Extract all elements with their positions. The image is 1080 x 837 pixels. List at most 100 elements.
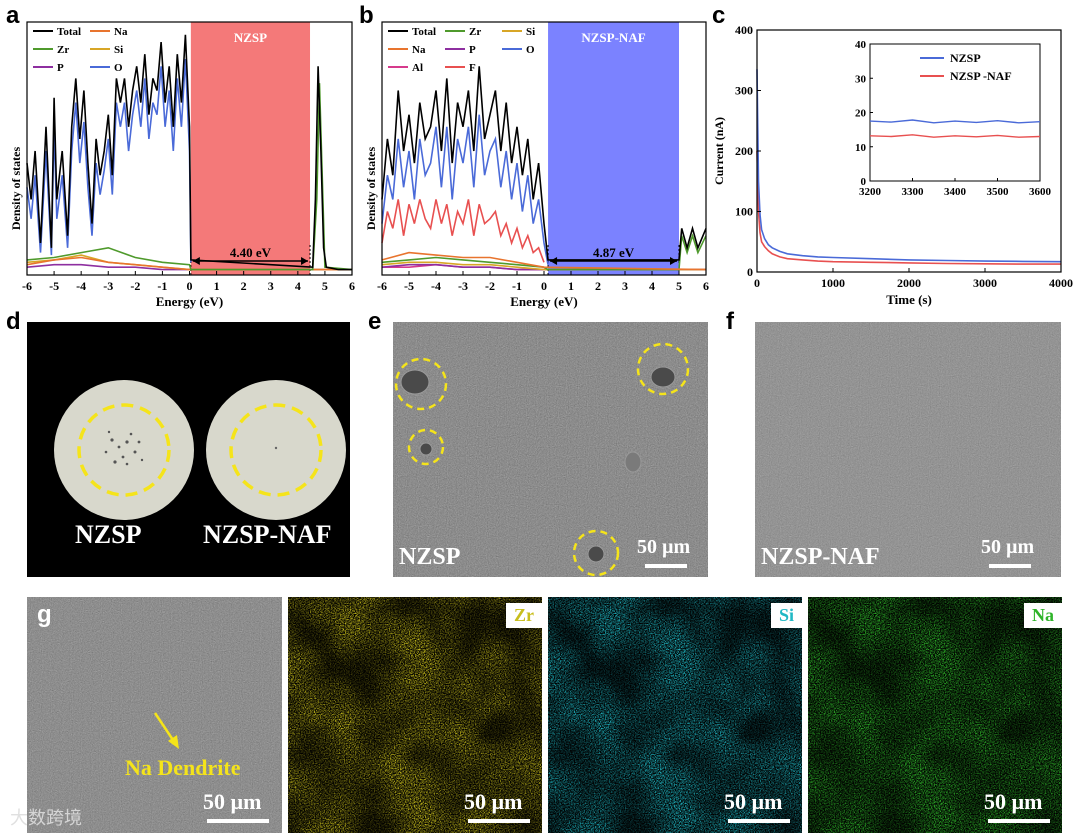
- y-tick-label: 200: [735, 144, 753, 158]
- x-tick-label: 6: [349, 279, 355, 293]
- dendrite-spot: [121, 455, 125, 459]
- x-tick-label: 1: [214, 279, 220, 293]
- photo-label-nzsp: NZSP: [75, 520, 142, 549]
- pit-circle: [636, 342, 690, 396]
- legend-label: P: [57, 62, 64, 74]
- dendrite-spot: [110, 438, 114, 442]
- nzsp-dashed-circle: [77, 403, 171, 497]
- panel-label-e: e: [368, 308, 382, 335]
- scale-label-na: 50 µm: [984, 789, 1043, 814]
- eds-element-label: Zr: [506, 603, 542, 628]
- band-gap-arrowhead-right: [670, 257, 677, 265]
- band-gap-arrowhead-right: [301, 257, 309, 265]
- dendrite-spot: [107, 430, 111, 434]
- eds-blotch: [548, 597, 802, 833]
- band-gap-material-label: NZSP-NAF: [581, 30, 645, 45]
- x-tick-label: 3: [622, 279, 628, 293]
- scale-bar-e: [645, 564, 687, 568]
- dendrite-spot: [129, 432, 133, 436]
- dos-series-na: [381, 251, 707, 271]
- eds-map-na: Na 50 µm: [808, 597, 1062, 833]
- legend-label: Total: [57, 26, 81, 38]
- dendrite-annotation: Na Dendrite: [125, 755, 241, 780]
- inset-y-tick-label: 20: [855, 108, 867, 120]
- dendrite-spot: [140, 458, 144, 462]
- pit: [587, 545, 605, 563]
- legend-label: Na: [412, 44, 426, 56]
- panel-label-c: c: [712, 2, 726, 29]
- eds-texture: [548, 597, 802, 833]
- scale-bar-si: [728, 819, 790, 823]
- y-axis-label: Density of states: [9, 147, 23, 231]
- eds-texture: [288, 597, 542, 833]
- sem-label-nzsp-naf: NZSP-NAF: [761, 544, 880, 570]
- x-tick-label: 0: [187, 279, 193, 293]
- legend-label: Total: [412, 26, 436, 38]
- sem-texture: [755, 322, 1061, 577]
- dendrite-arrowhead: [168, 735, 179, 749]
- eds-texture: [808, 597, 1062, 833]
- panel-label-f: f: [726, 308, 734, 335]
- dendrite-spot: [133, 450, 137, 454]
- dendrite-spot: [137, 440, 141, 444]
- x-tick-label: 6: [703, 279, 709, 293]
- x-axis-label: Energy (eV): [156, 294, 224, 309]
- inset-y-tick-label: 40: [855, 39, 867, 51]
- nzsp-pellet: [54, 380, 194, 520]
- band-gap-value: 4.40 eV: [230, 245, 272, 260]
- eds-map-zr: Zr 50 µm: [288, 597, 542, 833]
- dendrite-spot: [274, 446, 278, 450]
- dendrite-spot: [104, 450, 108, 454]
- pits: [400, 366, 676, 563]
- dos-series-zr: [381, 233, 707, 271]
- inset-y-tick-label: 10: [855, 142, 867, 154]
- inset-y-tick-label: 30: [855, 73, 867, 85]
- dendrite-arrow: [153, 712, 177, 744]
- dos-series-o: [381, 114, 549, 265]
- sem-noise: [393, 322, 708, 577]
- dos-series-si: [381, 261, 706, 271]
- scale-label-zr: 50 µm: [464, 789, 523, 814]
- dos-series-f: [381, 199, 545, 263]
- eds-blotch: [288, 597, 542, 833]
- sem-panel-g: g Na Dendrite 50 µm: [27, 597, 282, 833]
- x-tick-label: 4000: [1049, 276, 1073, 290]
- x-tick-label: 2: [595, 279, 601, 293]
- y-tick-label: 100: [735, 205, 753, 219]
- x-tick-label: -6: [22, 279, 32, 293]
- y-axis-label: Current (nA): [712, 117, 726, 185]
- x-tick-label: 1000: [821, 276, 845, 290]
- sem-noise: [755, 322, 1061, 577]
- legend-label: Si: [526, 26, 535, 38]
- inset-y-tick-label: 0: [861, 176, 867, 188]
- nzsp-naf-pellet: [206, 380, 346, 520]
- band-gap-value: 4.87 eV: [593, 245, 635, 260]
- legend-label: Na: [114, 26, 128, 38]
- scale-label-f: 50 µm: [981, 536, 1035, 558]
- scale-bar-g: [207, 819, 269, 823]
- inset-frame: [869, 43, 1041, 182]
- legend-label: Zr: [57, 44, 69, 56]
- eds-map-si: Si 50 µm: [548, 597, 802, 833]
- panel-label-a: a: [6, 2, 20, 29]
- x-tick-label: -3: [103, 279, 113, 293]
- legend-label: F: [469, 62, 476, 74]
- scale-bar-zr: [468, 819, 530, 823]
- inset-series: [869, 134, 1041, 138]
- watermark: 大数跨境: [10, 808, 82, 829]
- scale-label-g: 50 µm: [203, 789, 262, 814]
- legend-label: Zr: [469, 26, 481, 38]
- x-tick-label: -2: [130, 279, 140, 293]
- current-series: [756, 150, 1061, 265]
- dendrite-spot: [125, 462, 129, 466]
- inset-legend-label: NZSP: [950, 51, 981, 65]
- x-tick-label: -1: [512, 279, 522, 293]
- inset-series: [869, 119, 1041, 124]
- eds-element-label: Na: [1024, 603, 1062, 628]
- sem-noise: [27, 597, 282, 833]
- nzsp-naf-dashed-circle: [229, 403, 323, 497]
- pit: [650, 366, 676, 388]
- inset-x-tick-label: 3500: [987, 186, 1010, 198]
- inset-x-tick-label: 3300: [902, 186, 925, 198]
- dos-series-total: [381, 66, 707, 261]
